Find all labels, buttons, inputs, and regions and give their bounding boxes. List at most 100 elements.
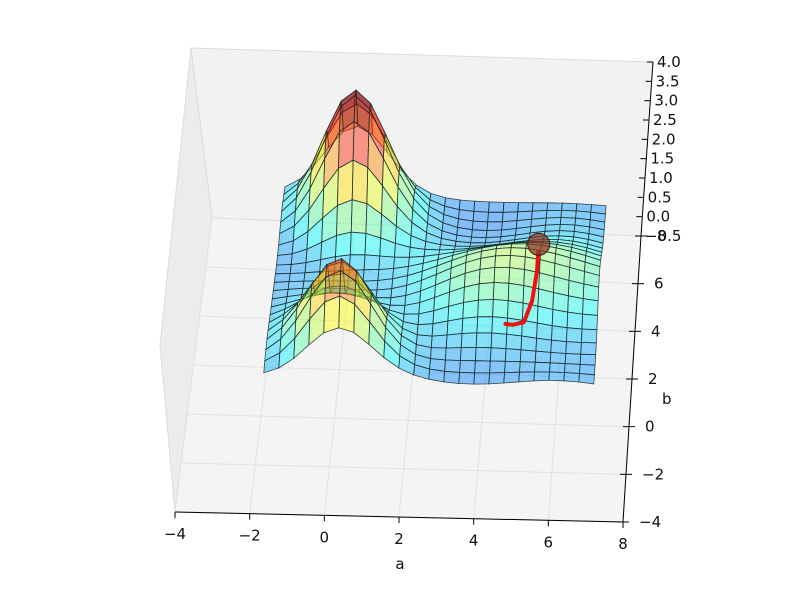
surface-facet (289, 262, 307, 274)
grid-line (211, 217, 642, 237)
grid-line (199, 315, 636, 332)
surface-facet (477, 282, 495, 301)
surface-facet (461, 316, 479, 334)
surface-facet (492, 282, 510, 302)
surface-facet (519, 349, 537, 363)
surface-facet (502, 201, 519, 213)
surface-facet (545, 209, 563, 219)
surface-facet (475, 332, 493, 349)
surface-facet (288, 272, 306, 283)
surface-facet (495, 247, 512, 257)
surface-facet (566, 311, 584, 330)
surface-facet (534, 361, 551, 373)
surface-facet (536, 322, 553, 341)
surface-facet (473, 372, 491, 385)
surface-facet (470, 236, 487, 244)
surface-facet (446, 317, 464, 336)
y-tick-label: 2 (648, 370, 658, 388)
surface-facet (444, 359, 461, 373)
x-tick-label: 8 (618, 535, 628, 553)
surface-facet (506, 317, 523, 337)
surface-facet (564, 363, 581, 374)
x-tick-label: −2 (239, 527, 261, 545)
surface-facet (501, 211, 519, 223)
y-axis: −4 −2 0 2 4 6 8 (617, 227, 667, 531)
surface-facet (376, 278, 394, 291)
position-marker (527, 232, 551, 256)
surface-facet (363, 254, 381, 271)
z-axis: −0.50.0 0.51.01.5 2.02.53.0 3.54.0 (635, 53, 681, 245)
surface-facet (472, 210, 489, 223)
surface-facet (549, 351, 567, 365)
surface-facet (550, 339, 567, 354)
surface-facet (504, 348, 522, 363)
z-tick-label: 1.5 (650, 150, 674, 168)
surface-facet (350, 199, 368, 234)
surface-facet (559, 217, 577, 226)
x-tick-label: −4 (164, 525, 186, 543)
surface-facet (459, 346, 477, 362)
surface-facet (548, 371, 565, 382)
surface-facet (564, 353, 582, 365)
surface-facet (507, 300, 524, 321)
y-tick-label: −4 (639, 513, 661, 531)
surface-facet (508, 267, 525, 286)
surface-facet (565, 341, 582, 355)
z-tick-label: 3.5 (656, 72, 680, 90)
surface-facet (335, 231, 352, 258)
surface-facet (336, 199, 353, 237)
surface-facet (545, 217, 562, 226)
surface-facet (430, 347, 447, 361)
y-tick-label: 8 (657, 227, 667, 245)
surface-facet (492, 298, 509, 319)
x-axis: −4 −2 0 2 4 6 8 (164, 511, 628, 553)
x-tick-label: 6 (544, 533, 554, 551)
surface-facet (428, 368, 446, 383)
surface-facet (519, 361, 536, 373)
surface-facet (488, 201, 505, 213)
surface-facet (443, 370, 461, 384)
x-tick-label: 4 (469, 532, 479, 550)
surface-facet (488, 372, 505, 385)
z-tick-label: 3.0 (654, 92, 678, 110)
trajectory-layer (503, 232, 551, 327)
surface-facet (551, 308, 569, 329)
surface-facet (486, 221, 503, 232)
surface-facet (489, 347, 507, 362)
axes-panes (159, 47, 654, 523)
surface-facet (551, 325, 568, 343)
z-tick-label: 0.5 (648, 188, 672, 206)
surface-facet (408, 246, 426, 258)
surface-facet (375, 288, 393, 299)
surface-facet (489, 360, 506, 374)
surface-facet (509, 254, 526, 270)
y-tick-label: 6 (654, 275, 664, 293)
surface-facet (579, 353, 597, 366)
surface-facet (431, 320, 449, 337)
x-tick-label: 0 (320, 528, 330, 546)
surface-facet (474, 360, 491, 374)
surface-facet (565, 327, 583, 343)
surface-facet (351, 159, 369, 205)
surface-facet (494, 254, 511, 269)
surface-facet (536, 305, 554, 327)
surface-facet (543, 230, 561, 237)
z-tick-label: 0.0 (646, 208, 670, 226)
z-tick-label: 2.0 (652, 130, 676, 148)
surface-facet (490, 332, 508, 350)
x-axis-label: a (395, 555, 404, 573)
grid-line (181, 462, 627, 475)
surface-facet (474, 346, 492, 362)
grid-line (193, 364, 633, 380)
surface-facet (563, 372, 580, 383)
surface-facet (459, 360, 476, 374)
surface-facet (430, 334, 448, 349)
surface-facet (471, 220, 489, 232)
surface-facet (534, 350, 552, 364)
surface-facet (505, 333, 523, 351)
surface-facet (416, 323, 434, 337)
z-tick-label: −0.5 (645, 227, 681, 245)
surface-mesh (263, 89, 607, 385)
surface-facet (518, 371, 535, 383)
